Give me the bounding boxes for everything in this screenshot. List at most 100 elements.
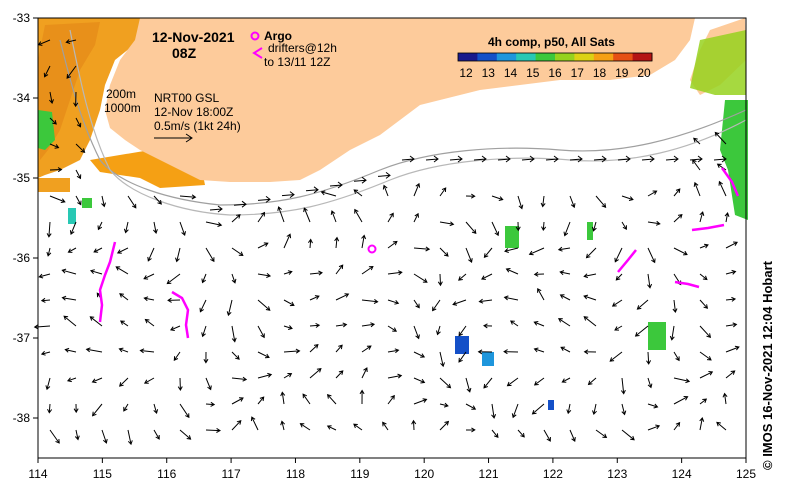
current-arrow [559,270,571,276]
current-arrow [353,423,363,431]
current-arrow [75,143,86,153]
current-arrow [153,221,158,234]
colorbar-tick-label: 18 [593,66,607,80]
current-arrow [699,371,714,379]
current-arrow [615,273,623,281]
colorbar-tick-label: 17 [571,66,585,80]
current-arrow [569,195,576,209]
current-arrow [74,429,80,441]
current-arrow [511,403,519,419]
current-arrow [335,370,344,379]
current-arrow [458,273,467,281]
current-arrow [473,155,487,163]
colorbar-tick-label: 16 [548,66,562,80]
current-arrow [231,419,242,431]
current-arrow [699,211,705,223]
current-arrow [73,91,79,108]
x-tick-label: 114 [28,467,47,481]
current-arrow [725,296,737,302]
current-arrow [361,265,374,275]
argo-float-marker [367,244,377,254]
current-arrow [537,287,545,301]
current-arrow [557,318,571,327]
current-arrow [283,348,301,354]
current-arrow [713,155,727,163]
colorbar-segment [632,53,653,61]
x-tick-label: 123 [607,467,627,481]
current-arrow [491,195,504,201]
y-tick-label: -33 [13,11,31,25]
current-arrow [257,372,273,379]
current-arrow [231,351,240,360]
drifter-track [98,241,117,323]
current-arrow [614,325,623,331]
current-arrow [283,233,292,249]
x-tick-label: 120 [414,467,434,481]
sst-patch [82,198,92,208]
current-arrow [334,236,340,249]
current-arrow [38,273,51,279]
current-arrow [201,325,207,338]
current-arrow [693,181,701,197]
current-arrow [175,247,181,263]
current-arrow [722,392,728,405]
current-arrow [465,221,477,235]
colorbar-segment [555,53,575,61]
current-arrow [614,247,623,263]
current-arrow [609,351,623,362]
current-arrow [561,377,571,383]
current-arrow [326,393,337,405]
current-arrow [413,182,421,197]
current-arrow [307,238,313,249]
y-tick-label: -36 [13,251,31,265]
current-arrow [257,273,272,278]
current-arrow [361,367,368,379]
current-arrow [330,210,337,223]
colorbar-segment [593,53,614,61]
current-arrow [533,347,545,353]
current-arrow [280,391,286,405]
colorbar-frame [457,52,653,62]
sst-patch [505,226,519,248]
sst-patch [482,352,494,366]
drifter-legend-label: drifters@12h [268,41,337,55]
current-arrow [673,351,680,362]
current-arrow [166,273,181,285]
current-arrow [387,325,398,332]
current-arrow [139,348,155,354]
current-arrow [91,403,103,417]
x-tick-label: 118 [286,467,305,481]
imos-credit: © IMOS 16-Nov-2021 12:04 Hobart [760,261,775,470]
colorbar-tick-label: 12 [459,66,473,80]
current-arrow [305,186,319,194]
current-arrow [170,325,181,331]
current-arrow [483,377,493,389]
current-arrow [49,195,66,203]
x-tick-label: 116 [157,467,176,481]
current-arrow [699,243,709,249]
current-arrow [413,212,419,223]
current-arrow [143,377,155,384]
current-arrow [167,297,181,303]
current-arrow [634,325,649,337]
drifter-track [720,167,740,197]
current-arrow [302,393,311,405]
current-arrow [119,320,129,327]
current-arrow [725,241,738,249]
current-arrow [665,155,679,163]
current-arrow [425,155,439,163]
current-arrow [93,247,103,253]
colorbar-tick-label: 20 [637,66,651,80]
current-arrow [283,325,293,330]
current-arrow [61,295,77,301]
current-arrow [61,268,77,275]
current-arrow [587,377,597,386]
current-arrow [387,373,403,379]
current-arrow [673,188,681,197]
current-arrow [47,403,53,414]
current-arrow [85,347,103,353]
current-arrow [387,212,394,223]
map-time: 08Z [172,45,197,61]
current-arrow [231,273,237,284]
current-arrow [257,396,265,405]
